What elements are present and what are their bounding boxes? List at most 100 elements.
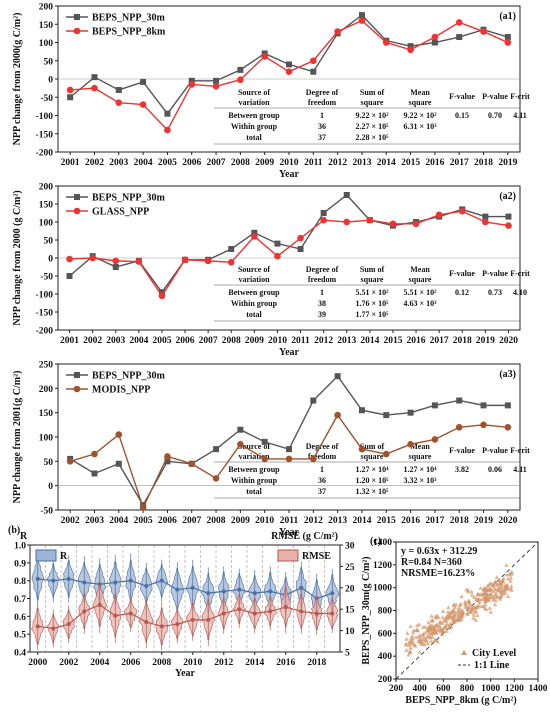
table-header-cell: square bbox=[409, 452, 432, 461]
y-tick-label: 200 bbox=[378, 675, 393, 685]
table-header-cell: F-crit bbox=[510, 269, 530, 278]
table-cell: 0.70 bbox=[488, 111, 502, 120]
x-tick-label: 2013 bbox=[328, 516, 347, 526]
y-left-tick-label: 1.0 bbox=[14, 542, 26, 552]
data-point bbox=[204, 257, 212, 265]
data-point bbox=[358, 12, 365, 19]
x-tick-label: 2006 bbox=[158, 516, 177, 526]
scatter-point bbox=[471, 612, 476, 617]
data-point bbox=[66, 458, 74, 465]
y-right-tick-label: 25 bbox=[345, 563, 355, 573]
data-point bbox=[206, 591, 211, 596]
scatter-point bbox=[500, 579, 506, 584]
panel-a3: -50 0 50 100 150 200 250 2002 2003 2004 2005 2006 20… bbox=[12, 361, 530, 539]
data-point bbox=[330, 611, 335, 616]
data-point bbox=[505, 213, 512, 220]
y-tick-label: 400 bbox=[378, 652, 393, 662]
table-header-cell: Source of bbox=[238, 265, 270, 274]
scatter-point bbox=[489, 592, 494, 597]
scatter-point bbox=[444, 628, 449, 633]
scatter-point bbox=[482, 590, 487, 595]
y-tick-label: 0 bbox=[48, 255, 53, 265]
x-tick-label: 2006 bbox=[121, 658, 140, 668]
data-point bbox=[358, 445, 366, 453]
x-tick-label: 2009 bbox=[231, 516, 250, 526]
table-cell: 0.15 bbox=[455, 111, 469, 120]
scatter-point bbox=[499, 589, 504, 594]
x-tick-label: 2019 bbox=[498, 158, 517, 168]
scatter-point bbox=[487, 594, 492, 599]
scatter-point bbox=[477, 603, 482, 608]
scatter-point bbox=[408, 645, 413, 650]
scatter-point bbox=[504, 572, 509, 577]
legend-marker bbox=[74, 194, 80, 200]
legend-label: BEPS_NPP_30m bbox=[92, 13, 165, 24]
y-axis-label: NPP change from 2001(g C/m²) bbox=[12, 371, 23, 504]
scatter-point bbox=[404, 641, 409, 646]
table-cell: 37 bbox=[318, 133, 326, 142]
scatter-point bbox=[455, 615, 461, 620]
data-point bbox=[128, 611, 133, 616]
data-point bbox=[431, 39, 438, 46]
y-tick-label: 1400 bbox=[373, 538, 392, 548]
data-point bbox=[181, 256, 189, 264]
scatter-point bbox=[456, 608, 461, 613]
y-tick-label: -50 bbox=[40, 94, 53, 104]
scatter-point bbox=[448, 609, 454, 614]
data-point bbox=[66, 576, 71, 581]
scatter-point bbox=[425, 641, 431, 646]
data-point bbox=[164, 126, 171, 134]
data-point bbox=[320, 210, 327, 216]
annotation-text: y = 0.63x + 312.29 bbox=[401, 546, 477, 557]
x-tick-label: 2012 bbox=[328, 158, 347, 168]
x-tick-label: 2001 bbox=[61, 158, 80, 168]
y-left-tick-label: 0.5 bbox=[14, 631, 26, 641]
y-tick-label: -200 bbox=[36, 149, 54, 159]
scatter-point bbox=[483, 599, 488, 604]
scatter-point bbox=[494, 575, 500, 580]
data-point bbox=[482, 213, 489, 220]
table-cell: Within group bbox=[231, 122, 278, 131]
data-point bbox=[431, 33, 439, 41]
x-tick-label: 2004 bbox=[109, 516, 128, 526]
data-point bbox=[480, 402, 487, 409]
scatter-point bbox=[430, 618, 435, 623]
scatter-point bbox=[440, 615, 446, 620]
y-left-tick-label: 0.7 bbox=[14, 595, 26, 605]
data-point bbox=[67, 94, 74, 101]
x-tick-label: 2013 bbox=[337, 336, 356, 346]
data-point bbox=[504, 34, 511, 41]
data-point bbox=[252, 611, 257, 616]
data-point bbox=[158, 289, 165, 296]
y-tick-label: 600 bbox=[378, 629, 393, 639]
table-header-cell: square bbox=[361, 98, 384, 107]
scatter-point bbox=[445, 614, 450, 619]
table-cell: 1.27 × 10⁴ bbox=[356, 465, 390, 474]
y-tick-label: -200 bbox=[36, 327, 54, 337]
y-axis-label: NPP change from 2000 (g C/m²) bbox=[12, 190, 23, 325]
data-point bbox=[382, 39, 390, 46]
panel-b: 0.4 0.5 0.6 0.7 0.8 0.9 1.0 5 10 15 20 25 30 2000 2002… bbox=[8, 525, 355, 679]
y-axis-label: NPP change from 2000(g C/m²) bbox=[12, 13, 23, 146]
y-tick-label: -50 bbox=[40, 507, 53, 517]
table-cell: 0.73 bbox=[488, 288, 502, 297]
table-cell: 38 bbox=[318, 299, 326, 308]
data-point bbox=[140, 78, 147, 85]
scatter-point bbox=[447, 614, 453, 619]
data-point bbox=[505, 222, 512, 229]
x-tick-label: 2004 bbox=[90, 658, 109, 668]
data-point bbox=[91, 470, 98, 477]
table-header-cell: variation bbox=[238, 98, 270, 107]
data-point bbox=[175, 622, 180, 627]
data-point bbox=[297, 234, 304, 242]
data-point bbox=[407, 441, 414, 448]
data-point bbox=[112, 264, 119, 270]
panel-label: (a3) bbox=[499, 369, 516, 380]
x-tick-label: 1400 bbox=[529, 684, 548, 694]
data-point bbox=[139, 101, 147, 108]
data-point bbox=[91, 74, 98, 81]
scatter-point bbox=[425, 634, 430, 639]
y-tick-label: 150 bbox=[39, 409, 54, 419]
data-point bbox=[228, 246, 235, 252]
y-left-axis-label: R bbox=[20, 531, 28, 542]
